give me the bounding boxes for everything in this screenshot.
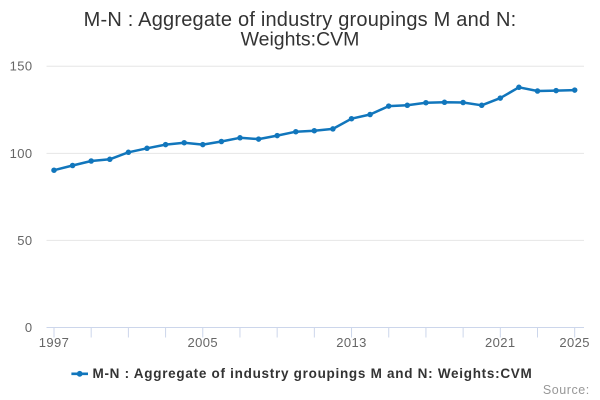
svg-text:100: 100 xyxy=(10,146,33,161)
svg-text:50: 50 xyxy=(17,233,32,248)
svg-text:2013: 2013 xyxy=(336,335,367,350)
svg-text:M-N : Aggregate of industry gr: M-N : Aggregate of industry groupings M … xyxy=(93,366,533,381)
svg-text:2021: 2021 xyxy=(485,335,516,350)
svg-text:1997: 1997 xyxy=(39,335,70,350)
svg-text:150: 150 xyxy=(10,59,33,74)
svg-text:0: 0 xyxy=(25,320,33,335)
svg-text:Weights:CVM: Weights:CVM xyxy=(241,29,360,51)
svg-text:2025: 2025 xyxy=(559,335,590,350)
svg-text:Source:: Source: xyxy=(543,383,590,397)
svg-text:2005: 2005 xyxy=(188,335,219,350)
svg-text:M-N : Aggregate of industry gr: M-N : Aggregate of industry groupings M … xyxy=(84,9,517,31)
